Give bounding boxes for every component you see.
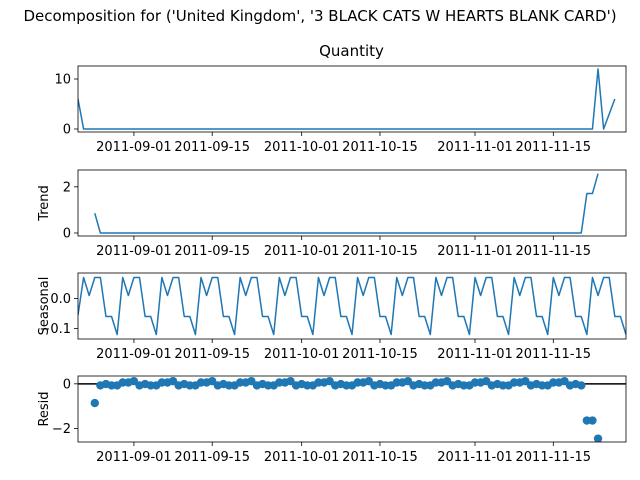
resid-xtick-label: 2011-09-01 [96, 450, 172, 465]
resid-xtick-label: 2011-09-15 [174, 450, 250, 465]
trend-xtick-label: 2011-10-01 [264, 244, 340, 259]
quantity-series-line [78, 68, 616, 130]
quantity-ytick-label: 10 [54, 73, 71, 88]
quantity-xtick-label: 2011-09-15 [174, 140, 250, 155]
trend-ytick-label: 2 [63, 180, 71, 195]
resid-ytick-label: 0 [63, 377, 71, 392]
trend-xtick-label: 2011-09-15 [174, 244, 250, 259]
quantity-axes-frame [77, 65, 627, 133]
seasonal-xtick-label: 2011-10-01 [264, 347, 340, 362]
trend-series-line [94, 173, 599, 234]
quantity-ytick-label: 0 [63, 123, 71, 138]
resid-point [577, 381, 586, 390]
figure-suptitle: Decomposition for ('United Kingdom', '3 … [23, 7, 616, 25]
resid-xtick-label: 2011-10-15 [342, 450, 418, 465]
seasonal-ylabel: Seasonal [37, 277, 52, 336]
trend-ytick-label: 0 [63, 227, 71, 242]
seasonal-xtick-label: 2011-11-01 [437, 347, 513, 362]
seasonal-xtick-label: 2011-10-15 [342, 347, 418, 362]
trend-ylabel: Trend [37, 185, 52, 222]
panel-quantity: 0 10 2011-09-01 2011-09-15 2011-10-01 2011-10… [54, 65, 627, 155]
resid-axes-frame [77, 375, 627, 443]
seasonal-marks [78, 276, 626, 336]
resid-point [593, 434, 603, 442]
panel-quantity-title: Quantity [319, 42, 384, 60]
seasonal-xtick-label: 2011-09-01 [96, 347, 172, 362]
panel-trend: 0 2 2011-09-01 2011-09-15 2011-10-01 2011-10-… [37, 169, 627, 259]
seasonal-ytick-label: 0.0 [50, 292, 71, 307]
seasonal-xtick-label: 2011-11-15 [516, 347, 592, 362]
resid-xtick-label: 2011-11-01 [437, 450, 513, 465]
seasonal-series-line [78, 276, 626, 336]
quantity-xtick-label: 2011-09-01 [96, 140, 172, 155]
trend-xtick-label: 2011-10-15 [342, 244, 418, 259]
resid-xtick-label: 2011-11-15 [516, 450, 592, 465]
resid-point [588, 416, 597, 425]
resid-marks [78, 376, 626, 442]
quantity-xtick-label: 2011-11-01 [437, 140, 513, 155]
resid-point [90, 398, 99, 408]
trend-xtick-label: 2011-11-15 [516, 244, 592, 259]
seasonal-axes-frame [77, 272, 627, 340]
quantity-xtick-label: 2011-10-15 [342, 140, 418, 155]
resid-ytick-label: −2 [52, 422, 71, 437]
seasonal-ytick-label: −0.1 [39, 322, 71, 337]
trend-xtick-label: 2011-09-01 [96, 244, 172, 259]
resid-xtick-label: 2011-10-01 [264, 450, 340, 465]
quantity-xtick-label: 2011-11-15 [516, 140, 592, 155]
trend-xtick-label: 2011-11-01 [437, 244, 513, 259]
quantity-xtick-label: 2011-10-01 [264, 140, 340, 155]
panel-resid: 0 −2 2011-09-01 2011-09-15 2011-10-01 2011-10… [37, 375, 627, 465]
quantity-marks [78, 68, 616, 130]
resid-ylabel: Resid [37, 391, 52, 426]
seasonal-xtick-label: 2011-09-15 [174, 347, 250, 362]
trend-marks [94, 173, 599, 234]
trend-axes-frame [77, 169, 627, 237]
